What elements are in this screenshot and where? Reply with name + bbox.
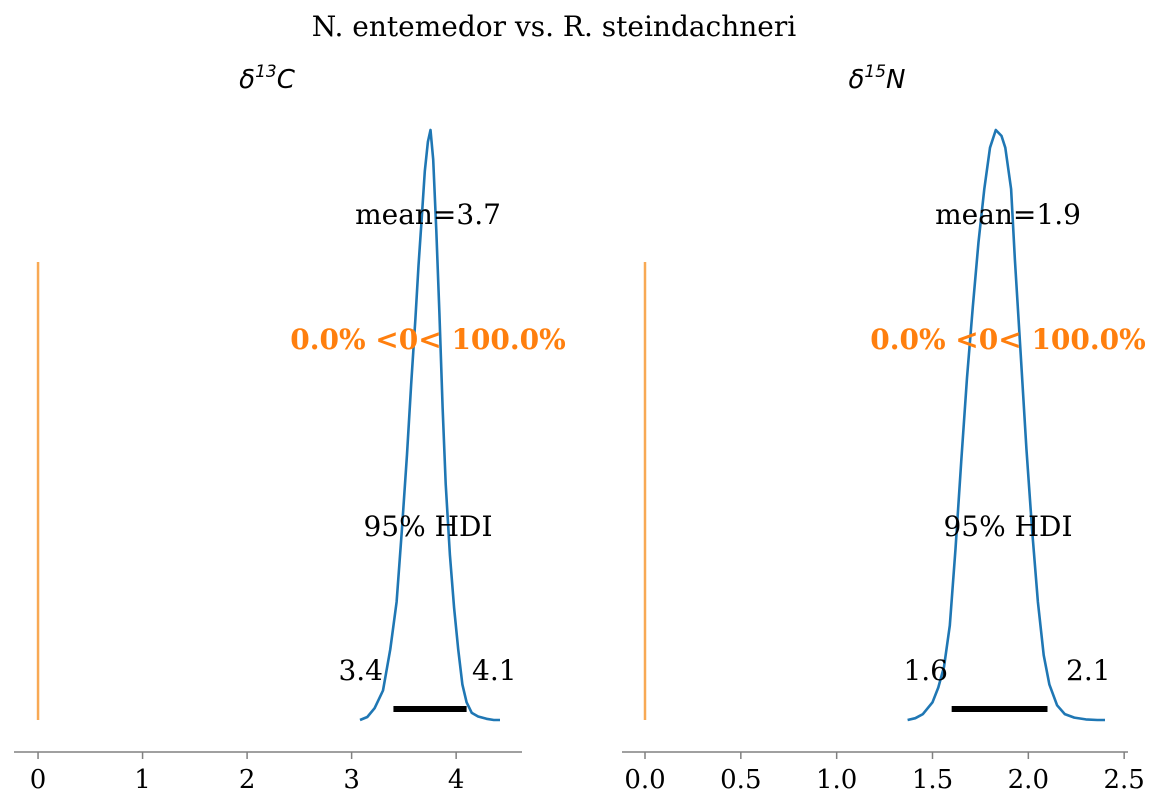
panel-title: δ15N (848, 62, 905, 95)
figure-suptitle: N. entemedor vs. R. steindachneri (312, 10, 796, 43)
density-curve (907, 128, 1105, 722)
x-tick-label: 2 (239, 765, 256, 795)
hdi-low-label: 3.4 (338, 654, 383, 687)
x-tick-label: 0.5 (720, 765, 761, 795)
mean-label: mean=1.9 (935, 198, 1081, 231)
reference-percent-label: 0.0% <0< 100.0% (870, 323, 1146, 356)
x-tick-label: 1 (134, 765, 151, 795)
hdi-low-label: 1.6 (903, 654, 948, 687)
hdi-label: 95% HDI (943, 510, 1072, 543)
x-tick-label: 0 (30, 765, 47, 795)
density-curve (359, 128, 500, 722)
x-tick-label: 1.5 (912, 765, 953, 795)
hdi-high-label: 4.1 (472, 654, 517, 687)
x-tick-label: 2.5 (1103, 765, 1144, 795)
hdi-label: 95% HDI (363, 510, 492, 543)
x-tick-label: 4 (448, 765, 465, 795)
reference-percent-label: 0.0% <0< 100.0% (290, 323, 566, 356)
panel-delta15N: δ15N mean=1.9 0.0% <0< 100.0% 95% HDI 1.6 2.1… (622, 62, 1146, 795)
hdi-high-label: 2.1 (1066, 654, 1111, 687)
x-tick-label: 2.0 (1008, 765, 1049, 795)
panel-title: δ13C (239, 62, 296, 95)
x-tick-label: 1.0 (816, 765, 857, 795)
panel-delta13C: δ13C mean=3.7 0.0% <0< 100.0% 95% HDI 3.4 4.1… (14, 62, 566, 795)
x-tick-label: 3 (343, 765, 360, 795)
x-tick-label: 0.0 (624, 765, 665, 795)
mean-label: mean=3.7 (355, 198, 501, 231)
